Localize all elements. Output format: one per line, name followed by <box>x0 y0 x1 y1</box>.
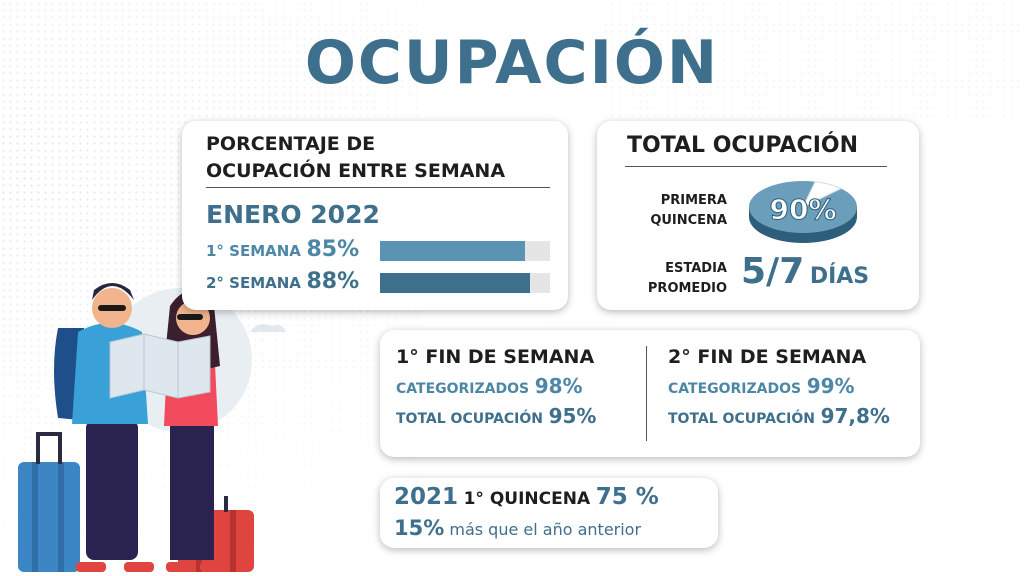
weekend-1-cat-value: 98% <box>534 374 583 398</box>
pie-remaining-slice <box>801 181 843 209</box>
avg-stay-value: 5/7 <box>741 251 805 292</box>
weekday-heading-line1: PORCENTAJE DE <box>206 133 376 155</box>
woman-legs <box>170 420 214 560</box>
weekend-1: 1° FIN DE SEMANA CATEGORIZADOS 98% TOTAL… <box>396 346 596 428</box>
weekend-2-cat-label: CATEGORIZADOS <box>668 381 802 397</box>
year-label: 2021 <box>394 484 459 510</box>
week2-bar-fill <box>380 273 530 293</box>
month-label: ENERO 2022 <box>206 200 380 229</box>
week2-label: 2° SEMANA <box>206 274 301 292</box>
weekend-2-total-label: TOTAL OCUPACIÓN <box>668 411 815 427</box>
period-label: 1° QUINCENA <box>463 489 591 509</box>
week2-value: 88% <box>306 269 360 294</box>
travelers-illustration <box>18 283 286 572</box>
weekend-divider <box>646 346 647 441</box>
avg-stay-label-line2: PROMEDIO <box>647 281 727 296</box>
avg-stay-label-line1: ESTADIA <box>665 261 727 276</box>
diff-value: 15% <box>394 516 445 540</box>
week1-bar-track <box>380 241 550 261</box>
first-fortnight-label-line1: PRIMERA <box>660 193 727 208</box>
year-comparison-card: 2021 1° QUINCENA 75 % 15% más que el año… <box>380 478 718 548</box>
first-fortnight-label-line2: QUINCENA <box>650 213 727 228</box>
weekend-1-cat-label: CATEGORIZADOS <box>396 381 530 397</box>
weekend-1-total-label: TOTAL OCUPACIÓN <box>396 411 543 427</box>
weekend-1-total-value: 95% <box>548 404 597 428</box>
year-value: 75 % <box>595 484 659 510</box>
divider <box>625 166 887 167</box>
weekend-2-cat-value: 99% <box>806 374 855 398</box>
occupancy-pie: 90% <box>749 181 857 243</box>
map <box>109 333 211 399</box>
weekday-occupancy-card: PORCENTAJE DE OCUPACIÓN ENTRE SEMANA ENE… <box>182 121 568 310</box>
weekend-occupancy-card: 1° FIN DE SEMANA CATEGORIZADOS 98% TOTAL… <box>380 330 920 457</box>
week1-label: 1° SEMANA <box>206 242 301 260</box>
weekend-2: 2° FIN DE SEMANA CATEGORIZADOS 99% TOTAL… <box>668 346 890 428</box>
diff-text: más que el año anterior <box>449 520 642 539</box>
man-legs <box>86 420 138 560</box>
weekend-2-total-value: 97,8% <box>820 404 890 428</box>
week2-bar-track <box>380 273 550 293</box>
pie-value: 90% <box>769 193 836 226</box>
total-heading: TOTAL OCUPACIÓN <box>627 133 858 158</box>
week1-bar-fill <box>380 241 525 261</box>
weekday-heading-line2: OCUPACIÓN ENTRE SEMANA <box>206 160 506 182</box>
avg-stay-unit: DÍAS <box>809 264 870 289</box>
weekend-1-heading: 1° FIN DE SEMANA <box>396 346 595 368</box>
week1-value: 85% <box>306 237 360 262</box>
weekend-2-heading: 2° FIN DE SEMANA <box>668 346 867 368</box>
blue-suitcase <box>18 462 80 572</box>
page-title: OCUPACIÓN <box>304 28 720 98</box>
total-occupancy-card: TOTAL OCUPACIÓN PRIMERA QUINCENA 90% EST… <box>597 121 919 310</box>
divider <box>206 187 550 188</box>
